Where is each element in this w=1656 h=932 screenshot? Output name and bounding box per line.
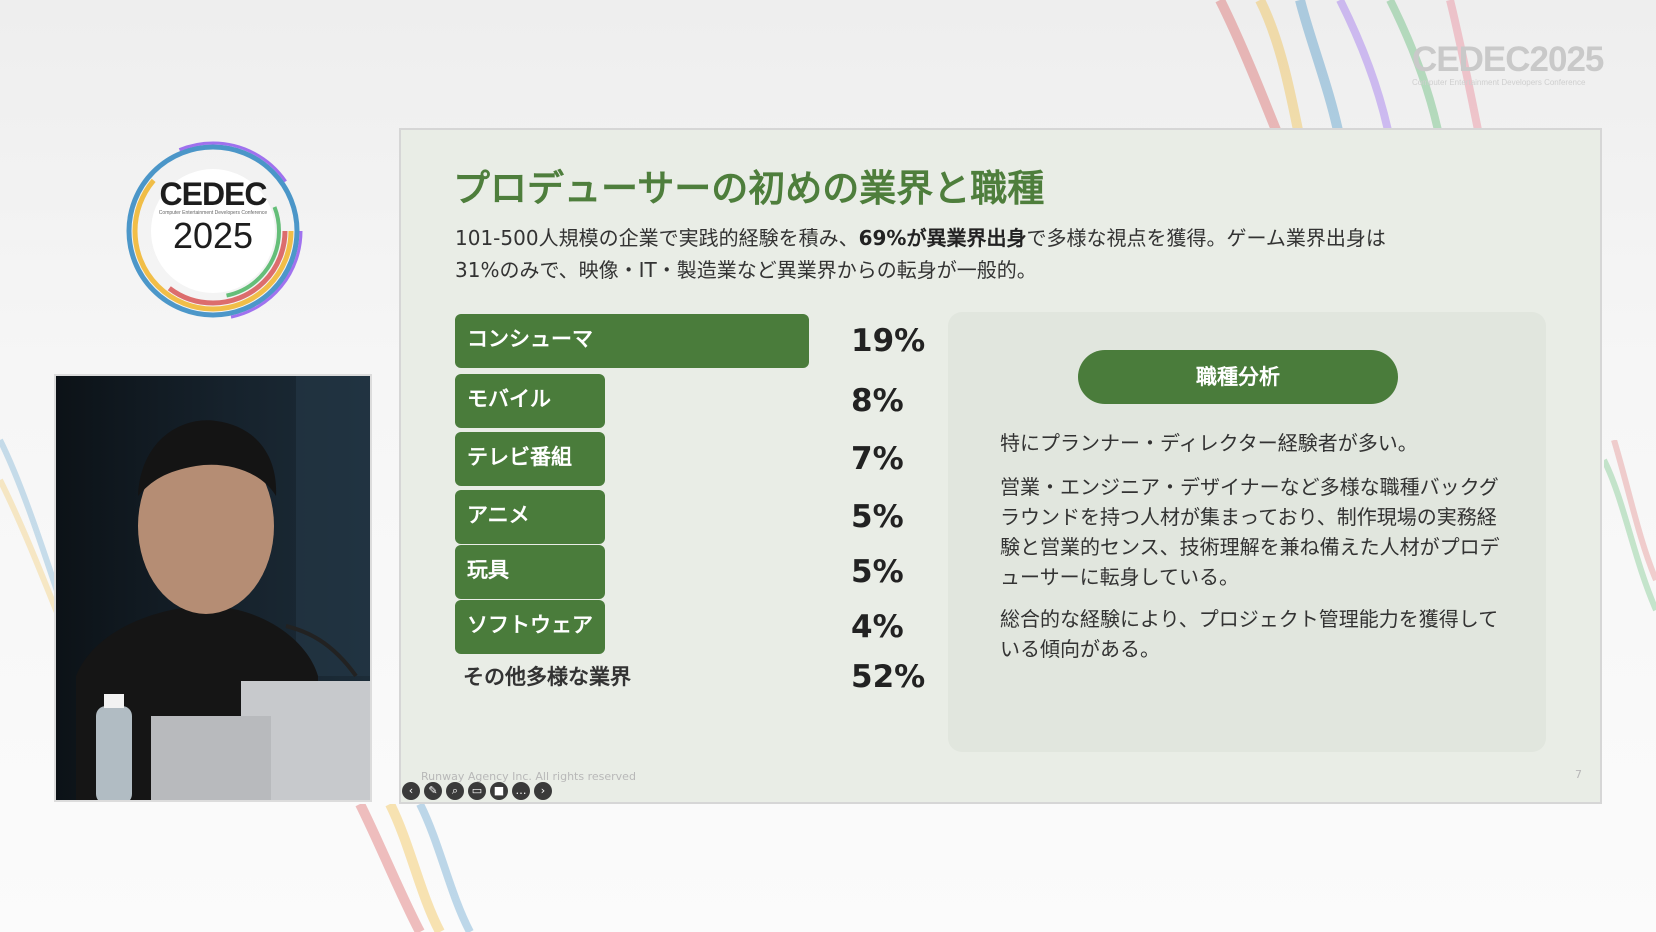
desc-line2: 31%のみで、映像・IT・製造業など異業界からの転身が一般的。 — [455, 258, 1037, 282]
industry-bar: コンシューマ — [455, 314, 809, 368]
logo-ring-icon — [123, 141, 303, 321]
decorative-ribbons-right — [1604, 440, 1656, 612]
industry-bar-label: アニメ — [467, 503, 530, 527]
brand-wordmark: CEDEC2025 — [1412, 40, 1604, 79]
industry-bar-label: コンシューマ — [467, 327, 593, 351]
industry-bar-row: モバイル 8% — [455, 374, 935, 428]
speaker-video-feed — [54, 374, 372, 802]
desc-part1: 101-500人規模の企業で実践的経験を積み、 — [455, 226, 859, 250]
industry-bar-label: テレビ番組 — [467, 445, 572, 469]
job-analysis-panel: 職種分析 特にプランナー・ディレクター経験者が多い。 営業・エンジニア・デザイナ… — [948, 312, 1546, 752]
other-industry-pct: 52% — [851, 659, 926, 695]
slide-page-number: 7 — [1575, 768, 1582, 781]
industry-bar: アニメ — [455, 490, 605, 544]
arrow-right-icon[interactable]: › — [534, 782, 552, 800]
job-analysis-heading: 職種分析 — [1078, 350, 1398, 404]
slide-footer: Runway Agency Inc. All rights reserved — [421, 770, 636, 783]
industry-bar-row: 玩具 5% — [455, 545, 935, 599]
industry-bar-row: コンシューマ 19% — [455, 314, 935, 368]
slide-description: 101-500人規模の企業で実践的経験を積み、69%が異業界出身で多様な視点を獲… — [455, 222, 1555, 286]
desc-highlight: 69%が異業界出身 — [858, 226, 1027, 250]
industry-bar: ソフトウェア — [455, 600, 605, 654]
arrow-left-icon[interactable]: ‹ — [402, 782, 420, 800]
cedec-logo: CEDEC Computer Entertainment Developers … — [118, 136, 308, 326]
industry-bar-label: モバイル — [467, 387, 551, 411]
panel-paragraph-2: 営業・エンジニア・デザイナーなど多様な職種バックグラウンドを持つ人材が集まってお… — [1000, 475, 1500, 589]
slide-title: プロデューサーの初めの業界と職種 — [453, 167, 1045, 210]
desc-part2: で多様な視点を獲得。ゲーム業界出身は — [1026, 226, 1386, 250]
decorative-ribbons-bottom — [355, 804, 474, 932]
industry-bar-pct: 5% — [851, 554, 904, 590]
speaker-silhouette-icon — [76, 376, 370, 800]
panel-paragraph-3: 総合的な経験により、プロジェクト管理能力を獲得している傾向がある。 — [1000, 607, 1499, 661]
captions-icon[interactable]: ▭ — [468, 782, 486, 800]
logo-wordmark: CEDEC — [159, 176, 267, 212]
logo-text: CEDEC Computer Entertainment Developers … — [158, 178, 268, 255]
pen-icon[interactable]: ✎ — [424, 782, 442, 800]
camera-icon[interactable]: ■ — [490, 782, 508, 800]
industry-bar-row: テレビ番組 7% — [455, 432, 935, 486]
industry-bar: モバイル — [455, 374, 605, 428]
logo-year: 2025 — [172, 215, 254, 256]
industry-bar-pct: 7% — [851, 441, 904, 477]
logo-subtitle: Computer Entertainment Developers Confer… — [158, 210, 268, 216]
cedec-brand-top-right: CEDEC2025 Computer Entertainment Develop… — [1412, 40, 1612, 90]
industry-bar-label: ソフトウェア — [467, 613, 593, 637]
industry-bar-pct: 4% — [851, 609, 904, 645]
zoom-icon[interactable]: ⌕ — [446, 782, 464, 800]
presentation-slide: プロデューサーの初めの業界と職種 101-500人規模の企業で実践的経験を積み、… — [399, 128, 1602, 804]
panel-paragraph-1: 特にプランナー・ディレクター経験者が多い。 — [1000, 431, 1418, 455]
other-industry-label: その他多様な業界 — [463, 665, 631, 689]
brand-subtitle: Computer Entertainment Developers Confer… — [1412, 78, 1586, 87]
slide-toolbar: ‹ ✎ ⌕ ▭ ■ … › — [402, 782, 552, 806]
industry-bar-label: 玩具 — [467, 558, 509, 582]
decorative-ribbons-left — [0, 438, 60, 620]
industry-bar: テレビ番組 — [455, 432, 605, 486]
industry-bar: 玩具 — [455, 545, 605, 599]
industry-bar-row: アニメ 5% — [455, 490, 935, 544]
other-industry-row: その他多様な業界 52% — [455, 650, 935, 704]
industry-bar-pct: 8% — [851, 383, 904, 419]
industry-bar-pct: 5% — [851, 499, 904, 535]
more-icon[interactable]: … — [512, 782, 530, 800]
industry-bar-pct: 19% — [851, 323, 926, 359]
industry-bar-row: ソフトウェア 4% — [455, 600, 935, 654]
